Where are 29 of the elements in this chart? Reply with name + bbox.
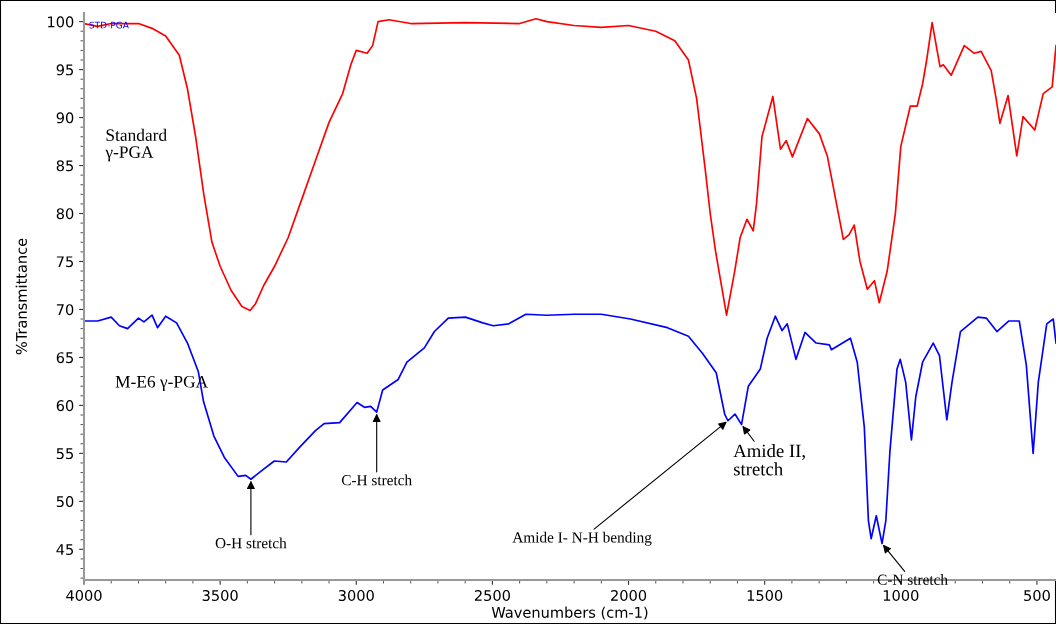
y-tick-label: 50 (56, 496, 74, 508)
y-tick-label: 85 (56, 160, 73, 172)
series-label: Standard γ-PGA (105, 128, 167, 162)
x-tick-label: 1500 (747, 589, 783, 602)
x-tick-label: 500 (1024, 589, 1050, 602)
y-tick-label: 60 (56, 400, 74, 412)
line-series (84, 17, 1056, 317)
annotation: Amide I- N-H bending (512, 531, 652, 546)
x-tick-label: 2000 (611, 589, 647, 602)
y-tick-label: 90 (56, 112, 74, 124)
y-tick-label: 70 (56, 304, 74, 316)
y-tick-label: 55 (56, 448, 73, 460)
y-tick-label: 100 (48, 16, 74, 28)
x-tick-label: 4000 (66, 589, 102, 602)
y-tick-label: 75 (56, 256, 73, 268)
annotation: C-N stretch (877, 574, 948, 585)
y-tick-label: 65 (56, 352, 73, 364)
annotation: Amide II, stretch (733, 444, 805, 476)
y-tick-label: 95 (56, 64, 73, 76)
x-tick-label: 3000 (338, 589, 374, 602)
x-axis-title: Wavenumbers (cm-1) (491, 606, 648, 620)
annotation: O-H stretch (215, 537, 287, 549)
y-tick-label: 45 (56, 544, 73, 556)
x-tick-label: 2500 (474, 589, 510, 602)
x-tick-label: 1000 (883, 589, 919, 602)
x-tick-label: 3500 (202, 589, 238, 602)
y-tick-label: 80 (56, 208, 74, 220)
annotation: C-H stretch (341, 474, 412, 486)
y-axis-title: %Transmittance (15, 238, 27, 355)
